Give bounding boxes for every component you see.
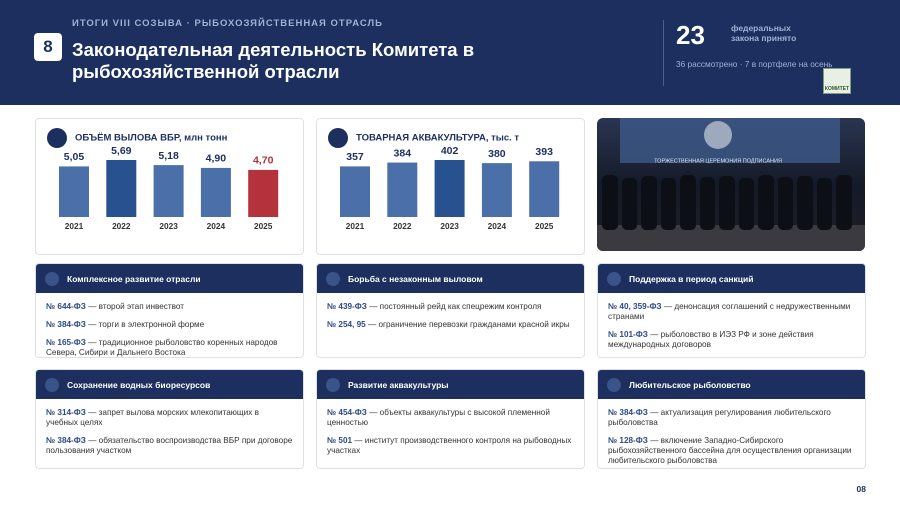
law-number: № 384-ФЗ [608, 408, 648, 417]
card-header: Любительское рыболовство [598, 370, 865, 399]
law-item: № 501 — институт производственного контр… [327, 436, 574, 456]
card-icon [45, 271, 59, 286]
law-item: № 128-ФЗ — включение Западно-Сибирского … [608, 436, 855, 466]
law-number: № 40, 359-ФЗ [608, 302, 662, 311]
info-card: Борьба с незаконным выловом № 439-ФЗ — по… [316, 263, 585, 358]
card-header: Сохранение водных биоресурсов [36, 370, 303, 399]
stat-label: федеральных закона принято [731, 23, 797, 43]
law-description: — торги в электронной форме [88, 320, 205, 329]
photo-caption: ТОРЖЕСТВЕННАЯ ЦЕРЕМОНИЯ ПОДПИСАНИЯ [654, 158, 782, 164]
card-body: № 439-ФЗ — постоянный рейд как спецрежим… [317, 293, 584, 330]
law-description: — включение Западно-Сибирского рыбохозяй… [608, 436, 852, 465]
law-item: № 101-ФЗ — рыболовство в ИЭЗ РФ и зоне д… [608, 330, 855, 350]
info-card: Комплексное развитие отрасли № 644-ФЗ — в… [35, 263, 304, 358]
card-header: Комплексное развитие отрасли [36, 264, 303, 293]
law-item: № 384-ФЗ — торги в электронной форме [46, 320, 293, 330]
law-number: № 454-ФЗ [327, 408, 367, 417]
law-number: № 128-ФЗ [608, 436, 648, 445]
card-header: Развитие аквакультуры [317, 370, 584, 399]
law-description: — актуализация регулирования любительско… [608, 408, 831, 427]
law-number: № 384-ФЗ [46, 436, 86, 445]
law-item: № 314-ФЗ — запрет вылова морских млекопи… [46, 408, 293, 428]
law-number: № 501 [327, 436, 353, 445]
card-body: № 384-ФЗ — актуализация регулирования лю… [598, 399, 865, 466]
page-badge: 8 [34, 33, 62, 61]
law-number: № 254, 95 [327, 320, 366, 329]
card-icon [45, 377, 59, 392]
law-number: № 165-ФЗ [46, 338, 86, 347]
law-number: № 384-ФЗ [46, 320, 86, 329]
card-icon [607, 271, 621, 286]
law-number: № 314-ФЗ [46, 408, 86, 417]
law-description: — ограничение перевозки гражданами красн… [368, 320, 570, 329]
law-description: — традиционное рыболовство коренных наро… [46, 338, 278, 357]
card-icon [607, 377, 621, 392]
page-number: 08 [856, 484, 866, 494]
law-description: — обязательство воспроизводства ВБР при … [46, 436, 293, 455]
law-item: № 40, 359-ФЗ — денонсация соглашений с н… [608, 302, 855, 322]
divider [663, 20, 664, 86]
law-item: № 254, 95 — ограничение перевозки гражда… [327, 320, 574, 330]
law-item: № 165-ФЗ — традиционное рыболовство коре… [46, 338, 293, 357]
card-body: № 644-ФЗ — второй этап инвествот № 384-ФЗ… [36, 293, 303, 357]
law-description: — денонсация соглашений с недружественны… [608, 302, 851, 321]
law-item: № 454-ФЗ — объекты аквакультуры с высоко… [327, 408, 574, 428]
law-number: № 439-ФЗ [327, 302, 367, 311]
chart-card [35, 118, 304, 255]
law-item: № 384-ФЗ — актуализация регулирования лю… [608, 408, 855, 428]
card-title: Сохранение водных биоресурсов [67, 379, 211, 390]
law-description: — объекты аквакультуры с высокой племенн… [327, 408, 550, 427]
card-title: Борьба с незаконным выловом [348, 273, 483, 284]
card-header: Борьба с незаконным выловом [317, 264, 584, 293]
card-title: Комплексное развитие отрасли [67, 273, 201, 284]
card-body: № 40, 359-ФЗ — денонсация соглашений с н… [598, 293, 865, 357]
card-body: № 314-ФЗ — запрет вылова морских млекопи… [36, 399, 303, 456]
stat-value: 23 [676, 20, 705, 50]
law-description: — институт производственного контроля на… [327, 436, 572, 455]
info-card: Сохранение водных биоресурсов № 314-ФЗ — … [35, 369, 304, 469]
law-item: № 644-ФЗ — второй этап инвествот [46, 302, 293, 312]
info-card: Поддержка в период санкций № 40, 359-ФЗ —… [597, 263, 866, 358]
law-item: № 384-ФЗ — обязательство воспроизводства… [46, 436, 293, 456]
photo: ТОРЖЕСТВЕННАЯ ЦЕРЕМОНИЯ ПОДПИСАНИЯ [597, 118, 865, 251]
card-body: № 454-ФЗ — объекты аквакультуры с высоко… [317, 399, 584, 456]
card-title: Поддержка в период санкций [629, 273, 754, 284]
law-number: № 101-ФЗ [608, 330, 648, 339]
card-header: Поддержка в период санкций [598, 264, 865, 293]
logo: КОМИТЕТ [823, 68, 851, 94]
card-title: Развитие аквакультуры [348, 379, 449, 390]
card-icon [326, 377, 340, 392]
info-card: Развитие аквакультуры № 454-ФЗ — объекты … [316, 369, 585, 469]
card-icon [326, 271, 340, 286]
law-description: — второй этап инвествот [88, 302, 185, 311]
stat-note: 36 рассмотрено · 7 в портфеле на осень [676, 59, 833, 69]
law-description: — постоянный рейд как спецрежим контроля [369, 302, 542, 311]
slide-title: Законодательная деятельность Комитета в … [72, 39, 475, 82]
section-label: ИТОГИ VIII СОЗЫВА · РЫБОХОЗЯЙСТВЕННАЯ ОТ… [72, 18, 383, 29]
card-title: Любительское рыболовство [629, 379, 751, 390]
law-item: № 439-ФЗ — постоянный рейд как спецрежим… [327, 302, 574, 312]
law-description: — запрет вылова морских млекопитающих в … [46, 408, 259, 427]
chart-card [316, 118, 585, 255]
law-number: № 644-ФЗ [46, 302, 86, 311]
law-description: — рыболовство в ИЭЗ РФ и зоне действия м… [608, 330, 814, 349]
header: ИТОГИ VIII СОЗЫВА · РЫБОХОЗЯЙСТВЕННАЯ ОТ… [0, 0, 900, 105]
info-card: Любительское рыболовство № 384-ФЗ — актуа… [597, 369, 866, 469]
